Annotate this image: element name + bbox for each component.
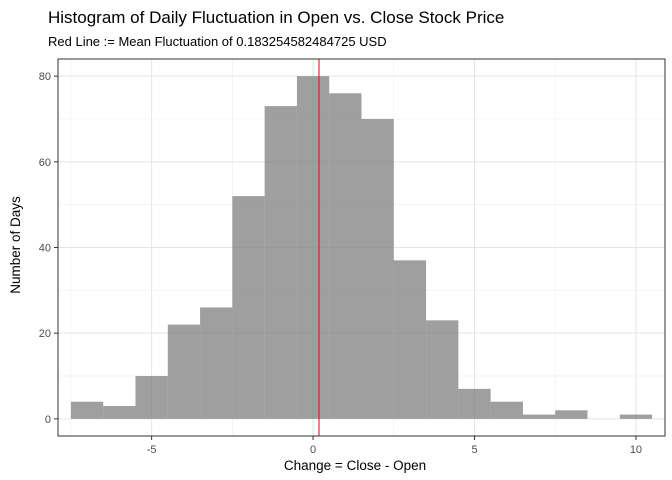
y-axis-ticks: 0 20 40 60 80 [39,71,58,426]
x-axis-title: Change = Close - Open [284,458,426,473]
histogram-bar [70,401,104,419]
y-tick-label: 0 [45,414,51,426]
y-axis-title: Number of Days [8,196,23,294]
y-tick-label: 60 [39,157,51,169]
histogram-bar [426,320,459,419]
histogram-bars [70,76,653,419]
chart-title: Histogram of Daily Fluctuation in Open v… [48,8,504,27]
histogram-bar [264,106,297,419]
histogram-bar [329,93,362,419]
histogram-bar [296,76,330,419]
histogram-bar [555,410,588,419]
x-tick-label: 0 [310,444,316,456]
histogram-bar [200,307,233,419]
histogram-bar [103,406,136,419]
histogram-bar [167,324,201,419]
histogram-bar [393,260,427,419]
histogram-bar [522,414,556,419]
y-tick-label: 80 [39,71,51,83]
histogram-bar [458,388,491,419]
histogram-bar [619,414,653,419]
x-axis-ticks: -5 0 5 10 [147,436,642,456]
histogram-bar [135,376,168,419]
x-tick-label: 5 [471,444,477,456]
x-tick-label: 10 [630,444,642,456]
histogram-bar [232,196,265,419]
y-tick-label: 40 [39,243,51,255]
y-tick-label: 20 [39,328,51,340]
chart-subtitle: Red Line := Mean Fluctuation of 0.183254… [48,34,387,49]
histogram-bar [490,401,523,419]
histogram-bar [361,118,394,419]
x-tick-label: -5 [147,444,157,456]
